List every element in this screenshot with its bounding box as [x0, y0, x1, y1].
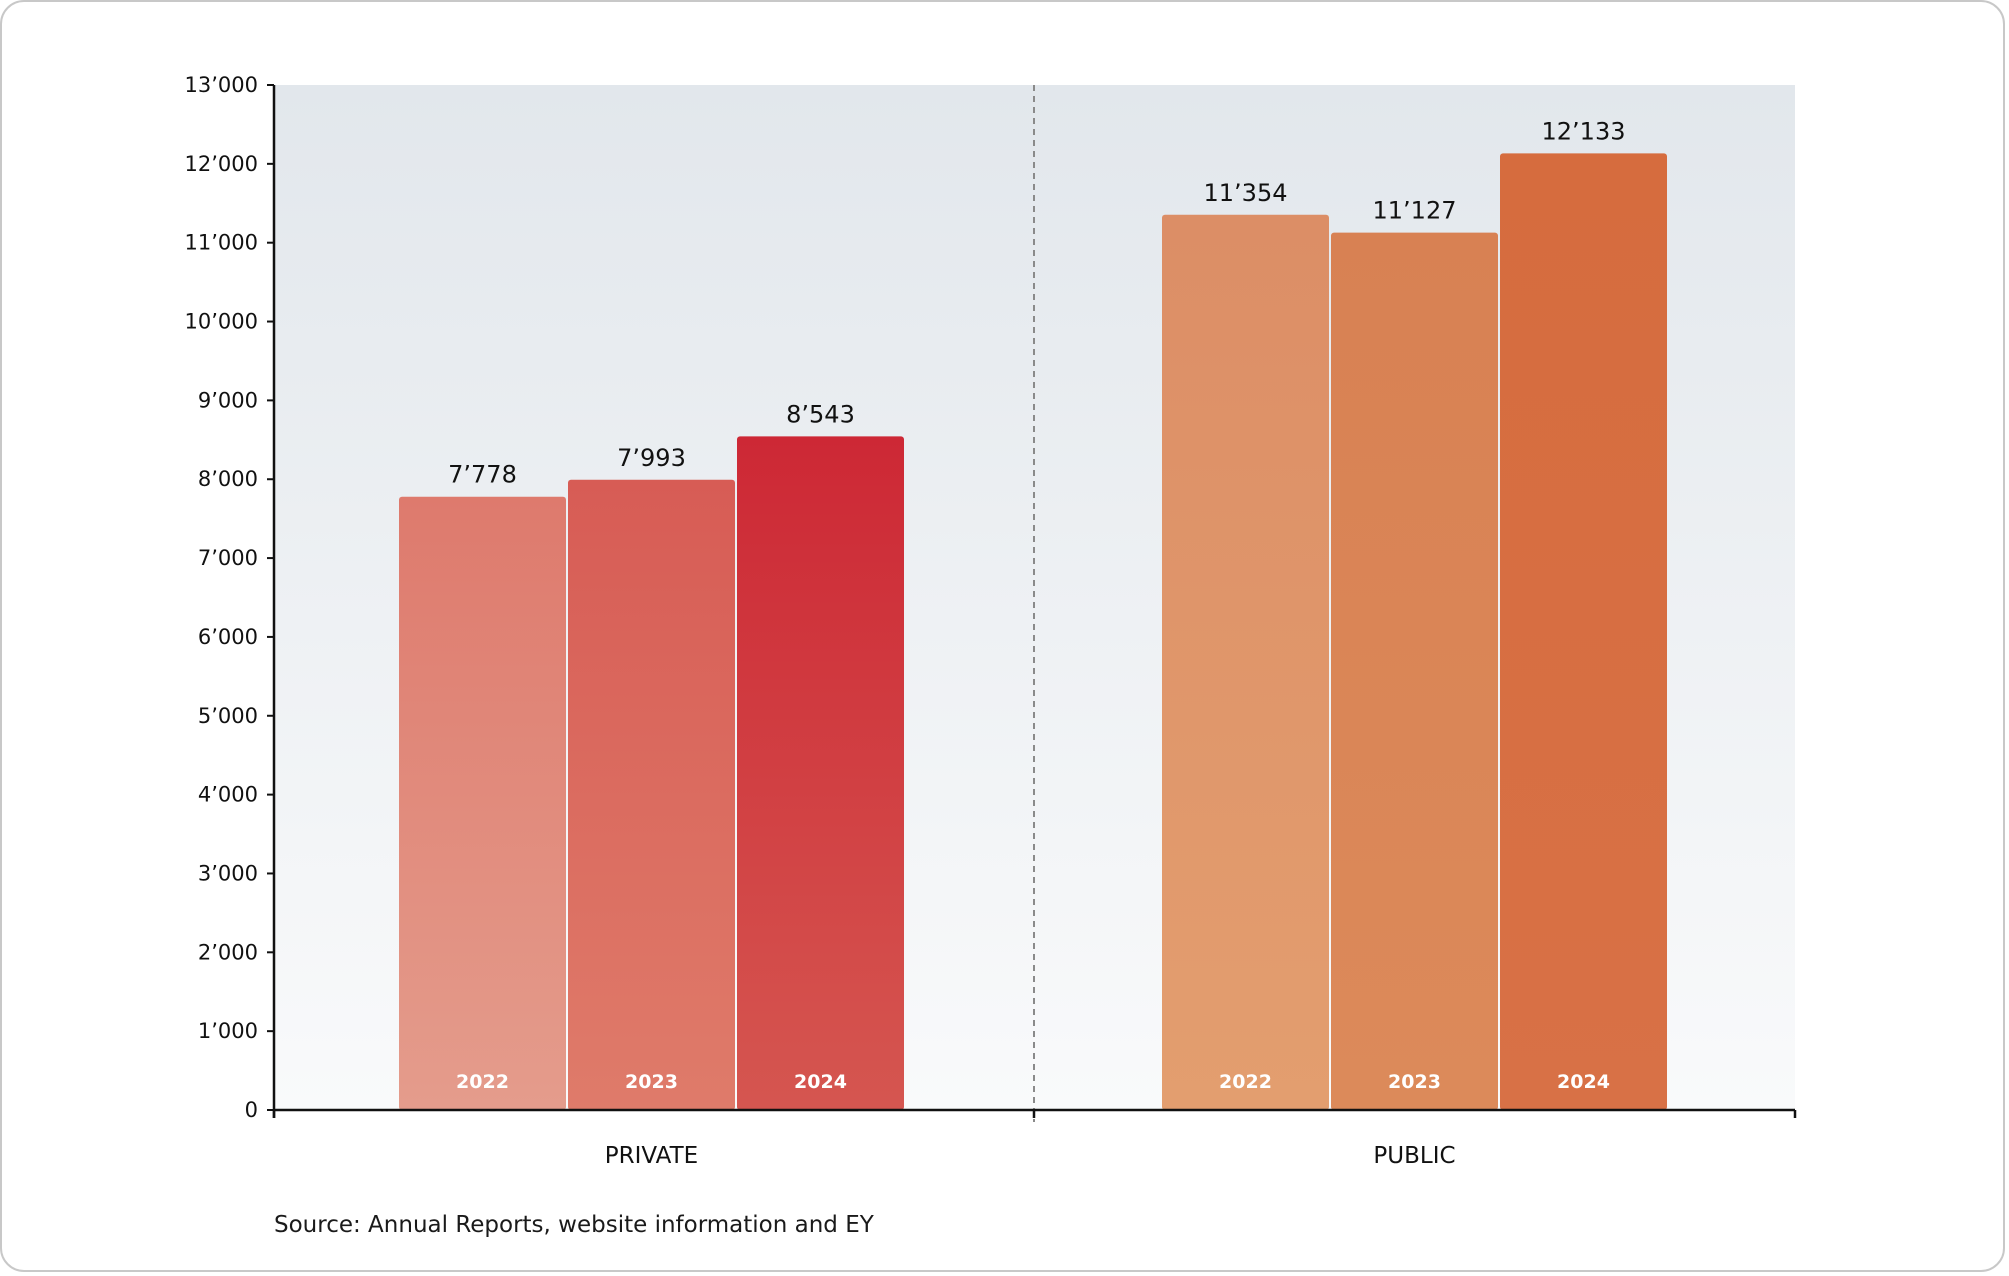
value-label-private-2023: 7’993 — [617, 444, 686, 472]
value-label-public-2024: 12’133 — [1542, 117, 1626, 145]
category-label-private: PRIVATE — [605, 1143, 698, 1169]
value-label-public-2022: 11’354 — [1204, 179, 1288, 207]
y-tick-label-0: 0 — [245, 1098, 258, 1122]
bar-private-2022[interactable] — [399, 496, 566, 1110]
y-tick-label-3000: 3’000 — [198, 861, 258, 885]
bar-public-2022[interactable] — [1162, 214, 1329, 1110]
bar-private-2023[interactable] — [568, 479, 735, 1110]
year-label-public-2022: 2022 — [1219, 1071, 1272, 1093]
bars-layer — [399, 153, 1667, 1111]
year-label-public-2023: 2023 — [1388, 1071, 1441, 1093]
bar-private-2024[interactable] — [737, 436, 904, 1110]
year-label-private-2024: 2024 — [794, 1071, 847, 1093]
y-tick-label-12000: 12’000 — [185, 152, 258, 176]
y-tick-label-1000: 1’000 — [198, 1019, 258, 1043]
year-label-private-2022: 2022 — [456, 1071, 509, 1093]
category-label-public: PUBLIC — [1373, 1143, 1455, 1169]
y-tick-label-9000: 9’000 — [198, 388, 258, 412]
bar-public-2024[interactable] — [1500, 153, 1667, 1110]
bar-public-2023[interactable] — [1331, 232, 1498, 1111]
value-label-private-2024: 8’543 — [786, 400, 855, 428]
y-tick-label-5000: 5’000 — [198, 704, 258, 728]
labels-layer: 7’778 2022 7’993 2023 8’543 2024 PRIVATE 11’354… — [448, 117, 1625, 1169]
y-tick-label-2000: 2’000 — [198, 940, 258, 964]
year-label-private-2023: 2023 — [625, 1071, 678, 1093]
value-label-public-2023: 11’127 — [1373, 197, 1457, 225]
y-tick-label-6000: 6’000 — [198, 625, 258, 649]
y-tick-label-7000: 7’000 — [198, 546, 258, 570]
y-tick-label-4000: 4’000 — [198, 783, 258, 807]
value-label-private-2022: 7’778 — [448, 461, 517, 489]
y-tick-label-13000: 13’000 — [185, 73, 258, 97]
y-tick-label-11000: 11’000 — [185, 231, 258, 255]
year-label-public-2024: 2024 — [1557, 1071, 1610, 1093]
axes-layer: 0 1’000 2’000 3’000 4’000 5’000 6’000 7’000 8’00… — [185, 73, 1797, 1122]
y-tick-label-10000: 10’000 — [185, 310, 258, 334]
source-note: Source: Annual Reports, website informat… — [274, 1212, 874, 1238]
y-tick-label-8000: 8’000 — [198, 467, 258, 491]
